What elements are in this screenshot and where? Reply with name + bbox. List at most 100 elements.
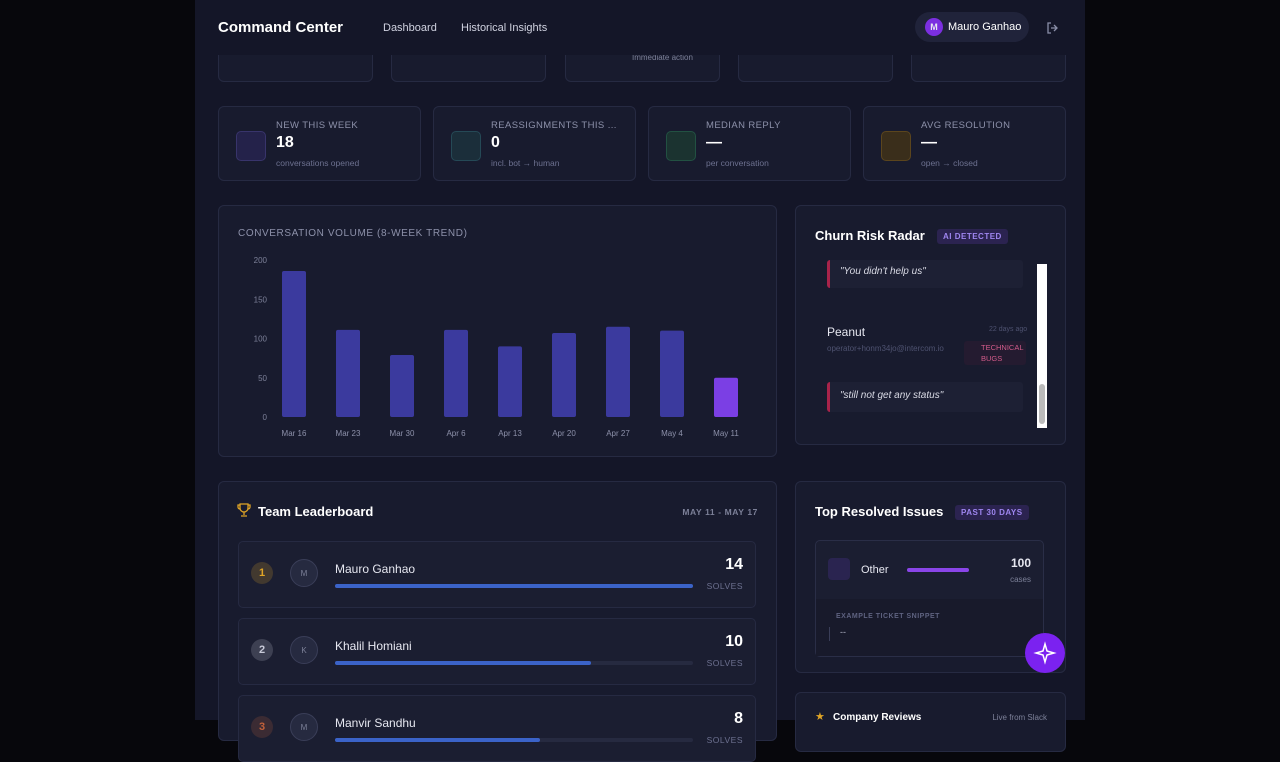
x-tick-label: Apr 6 (446, 429, 466, 438)
stat-icon (666, 131, 696, 161)
chart-title: CONVERSATION VOLUME (8-WEEK TREND) (238, 228, 468, 239)
bar (606, 326, 630, 417)
rank: 3 (251, 716, 273, 738)
scrollbar[interactable] (1037, 264, 1047, 428)
stat-value: 0 (491, 134, 500, 151)
y-tick-label: 150 (254, 295, 268, 304)
nav-link[interactable]: Historical Insights (461, 22, 548, 34)
badge: PAST 30 DAYS (955, 505, 1029, 520)
stat-sub: per conversation (706, 158, 769, 168)
stat-label: REASSIGNMENTS THIS ... (491, 120, 617, 131)
nav-link[interactable]: Dashboard (383, 22, 437, 34)
solves: 14 (725, 556, 743, 573)
reviews-card: Company Reviews ★ Live from Slack (795, 692, 1066, 752)
card-title: Company Reviews (833, 712, 922, 723)
avatar: M (290, 713, 318, 741)
issue-box: Other 100 cases EXAMPLE TICKET SNIPPET -… (815, 540, 1044, 657)
customer-name: Peanut (827, 325, 866, 339)
snippet-label: EXAMPLE TICKET SNIPPET (836, 613, 940, 620)
card-fragment: Immediate action (632, 53, 693, 62)
stat-value: — (921, 134, 937, 151)
agent-name: Manvir Sandhu (335, 716, 416, 730)
progress-bar (335, 584, 693, 588)
solves-unit: SOLVES (706, 581, 743, 591)
quote-box: "You didn't help us" (827, 260, 1023, 288)
snippet-area (816, 599, 1043, 656)
tag: TECHNICAL BUGS (964, 341, 1026, 365)
resolved-card: Top Resolved Issues PAST 30 DAYS Other 1… (795, 481, 1066, 673)
solves-unit: SOLVES (706, 658, 743, 668)
trophy-icon (237, 503, 251, 517)
leader-row: 1 M Mauro Ganhao 14 SOLVES (238, 541, 756, 608)
issue-name: Other (861, 564, 889, 576)
stat-icon (236, 131, 266, 161)
star-icon: ★ (815, 711, 825, 723)
user-name: Mauro Ganhao (948, 21, 1022, 33)
stat-icon (451, 131, 481, 161)
y-tick-label: 50 (258, 374, 267, 383)
agent-name: Khalil Homiani (335, 639, 412, 653)
solves-unit: SOLVES (706, 735, 743, 745)
y-tick-label: 100 (254, 335, 268, 344)
avatar: K (290, 636, 318, 664)
solves: 10 (725, 633, 743, 650)
leaderboard-card: Team Leaderboard MAY 11 - MAY 17 1 M Mauro… (218, 481, 777, 762)
progress-bar (335, 738, 540, 742)
customer-time: 22 days ago (989, 326, 1028, 333)
chart: CONVERSATION VOLUME (8-WEEK TREND) 0 50 10… (238, 228, 739, 438)
stat-icon (881, 131, 911, 161)
assistant-button[interactable] (1025, 633, 1065, 673)
logout-icon[interactable] (1046, 21, 1060, 35)
quote-box: "still not get any status" (827, 382, 1023, 412)
bar (336, 329, 360, 417)
user-avatar: M (925, 18, 943, 36)
rank: 2 (251, 639, 273, 661)
stat-card: REASSIGNMENTS THIS ... 0 incl. bot → human (433, 106, 636, 181)
issue-icon (828, 558, 850, 580)
bar (498, 346, 522, 417)
progress-track (335, 738, 693, 742)
solves: 8 (734, 710, 743, 727)
stat-card: AVG RESOLUTION — open → closed (863, 106, 1066, 181)
bar (714, 377, 738, 417)
badge: AI DETECTED (937, 229, 1008, 244)
progress-bar (335, 661, 591, 665)
stat-sub: incl. bot → human (491, 158, 560, 168)
bar (444, 329, 468, 417)
card-title: Team Leaderboard (258, 504, 374, 519)
x-tick-label: Mar 30 (390, 429, 415, 438)
y-tick-label: 200 (254, 256, 268, 265)
date-range: MAY 11 - MAY 17 (682, 507, 758, 517)
stat-sub: conversations opened (276, 158, 360, 168)
x-tick-label: May 4 (661, 429, 683, 438)
progress-track (335, 661, 693, 665)
stat-card: MEDIAN REPLY — per conversation (648, 106, 851, 181)
stat-card: NEW THIS WEEK 18 conversations opened (218, 106, 421, 181)
quote: "You didn't help us" (840, 266, 926, 277)
bar (282, 270, 306, 417)
x-tick-label: Apr 20 (552, 429, 576, 438)
stat-sub: open → closed (921, 158, 978, 168)
page: Command Center Dashboard Historical Insi… (195, 0, 1085, 762)
issue-bar (907, 568, 969, 572)
x-tick-label: Mar 23 (336, 429, 361, 438)
progress-track (335, 584, 693, 588)
customer-email: operator+honm34jo@intercom.io (827, 344, 944, 353)
issue-count: 100 (1010, 556, 1031, 570)
stat-label: MEDIAN REPLY (706, 120, 781, 131)
x-tick-label: Apr 27 (606, 429, 630, 438)
issue-track (907, 568, 969, 572)
snippet: -- (829, 627, 846, 641)
leader-row: 2 K Khalil Homiani 10 SOLVES (238, 618, 756, 685)
reviews-source: Live from Slack (992, 713, 1047, 722)
bar (552, 333, 576, 417)
x-tick-label: Mar 16 (282, 429, 307, 438)
churn-card: Churn Risk Radar AI DETECTED "You didn't… (795, 205, 1066, 445)
stat-label: NEW THIS WEEK (276, 120, 359, 131)
rank: 1 (251, 562, 273, 584)
x-tick-label: May 11 (713, 429, 739, 438)
stat-value: 18 (276, 134, 294, 151)
card-title: Top Resolved Issues (815, 504, 944, 519)
avatar: M (290, 559, 318, 587)
quote: "still not get any status" (840, 390, 944, 401)
